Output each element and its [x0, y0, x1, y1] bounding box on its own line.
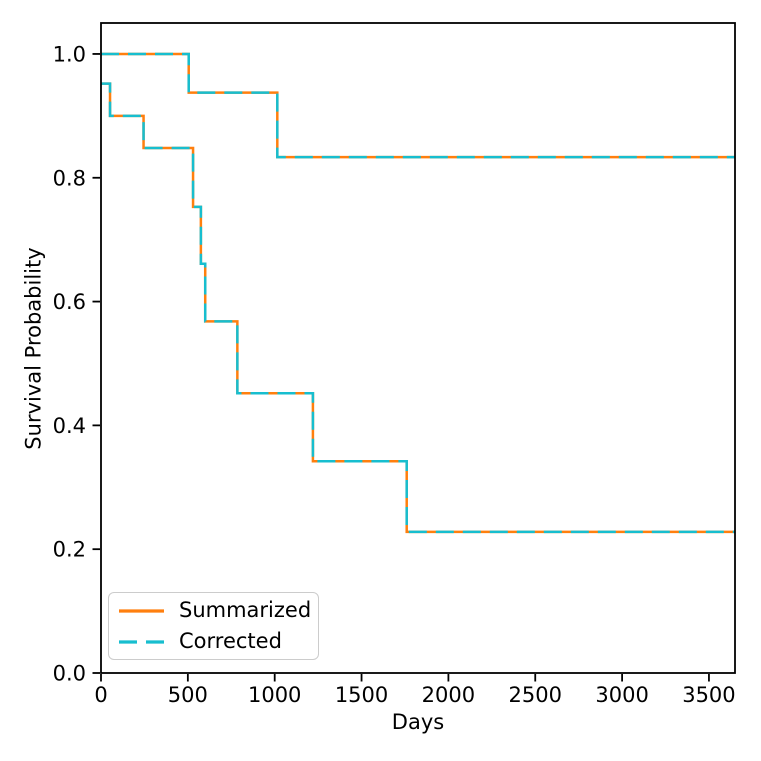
legend-entry-summarized: Summarized — [119, 599, 318, 622]
y-axis-label: Survival Probability — [21, 247, 46, 450]
x-axis-label: Days — [391, 710, 445, 734]
x-tick-label: 1000 — [248, 683, 301, 707]
y-tick-label: 0.4 — [53, 414, 86, 438]
x-tick-label: 1500 — [335, 683, 388, 707]
corrected-curve-low-survival-group — [101, 82, 735, 534]
summarized-curve-high-survival-group — [101, 52, 735, 159]
plot-spines — [100, 22, 736, 674]
y-tick-label: 0.2 — [53, 538, 86, 562]
y-tick-label: 1.0 — [53, 42, 86, 66]
legend: Summarized Corrected — [108, 592, 319, 660]
x-tick-label: 3000 — [595, 683, 648, 707]
x-tick-label: 3500 — [682, 683, 735, 707]
corrected-dashed-line-sample-icon — [119, 639, 164, 644]
corrected-curve-high-survival-group — [101, 52, 735, 159]
x-tick-label: 500 — [168, 683, 208, 707]
summarized-curve-low-survival-group — [101, 82, 735, 534]
x-tick-label: 2000 — [422, 683, 475, 707]
legend-entry-corrected: Corrected — [119, 630, 318, 653]
x-tick-label: 0 — [94, 683, 107, 707]
legend-label-corrected: Corrected — [179, 629, 282, 653]
y-tick-label: 0.6 — [53, 290, 86, 314]
y-tick-label: 0.0 — [53, 662, 86, 686]
y-tick-label: 0.8 — [53, 166, 86, 190]
legend-label-summarized: Summarized — [179, 598, 312, 622]
x-tick-label: 2500 — [509, 683, 562, 707]
summarized-line-sample-icon — [119, 608, 164, 613]
